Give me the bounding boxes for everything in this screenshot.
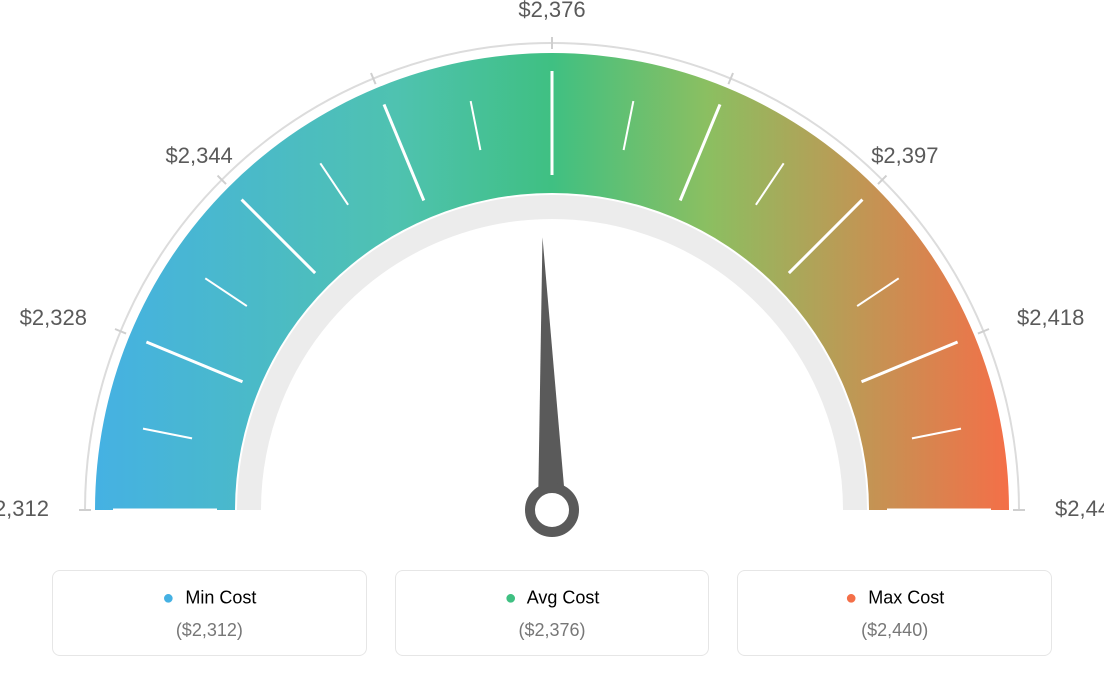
- svg-text:$2,328: $2,328: [20, 305, 87, 330]
- dot-icon: ●: [162, 587, 174, 609]
- svg-text:$2,312: $2,312: [0, 496, 49, 521]
- svg-text:$2,397: $2,397: [871, 143, 938, 168]
- legend-row: ● Min Cost ($2,312) ● Avg Cost ($2,376) …: [52, 570, 1052, 656]
- svg-text:$2,418: $2,418: [1017, 305, 1084, 330]
- dot-icon: ●: [845, 587, 857, 609]
- legend-title-min: ● Min Cost: [63, 587, 356, 610]
- dot-icon: ●: [505, 587, 517, 609]
- legend-value-avg: ($2,376): [406, 620, 699, 641]
- legend-label: Avg Cost: [527, 587, 600, 607]
- svg-text:$2,376: $2,376: [518, 0, 585, 22]
- legend-value-min: ($2,312): [63, 620, 356, 641]
- svg-text:$2,440: $2,440: [1055, 496, 1104, 521]
- legend-title-avg: ● Avg Cost: [406, 587, 699, 610]
- gauge-svg: $2,312 $2,328 $2,344 $2,376 $2,397 $2,418 $2,4…: [0, 0, 1104, 560]
- svg-text:$2,344: $2,344: [166, 143, 233, 168]
- legend-title-max: ● Max Cost: [748, 587, 1041, 610]
- legend-card-avg: ● Avg Cost ($2,376): [395, 570, 710, 656]
- legend-value-max: ($2,440): [748, 620, 1041, 641]
- legend-label: Min Cost: [185, 587, 256, 607]
- legend-label: Max Cost: [868, 587, 944, 607]
- cost-gauge-widget: $2,312 $2,328 $2,344 $2,376 $2,397 $2,418 $2,4…: [0, 0, 1104, 690]
- legend-card-max: ● Max Cost ($2,440): [737, 570, 1052, 656]
- legend-card-min: ● Min Cost ($2,312): [52, 570, 367, 656]
